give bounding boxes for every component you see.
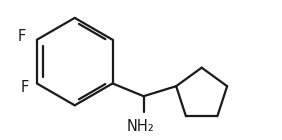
Text: F: F (21, 80, 29, 95)
Text: F: F (17, 29, 26, 44)
Text: NH₂: NH₂ (127, 119, 155, 134)
